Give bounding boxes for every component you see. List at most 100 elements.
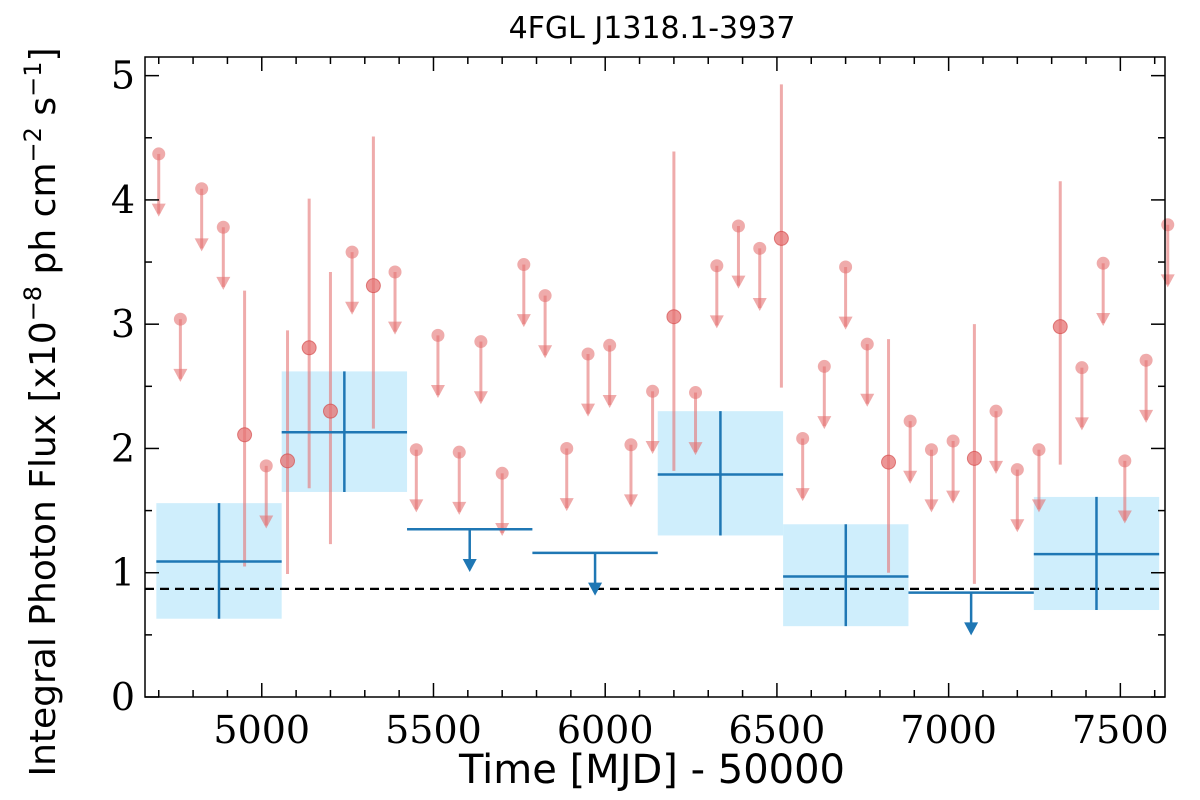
upper-limit-arrow xyxy=(602,394,617,408)
monthly-upper-limit xyxy=(409,443,424,513)
yearly-points xyxy=(156,371,1160,636)
monthly-upper-limit xyxy=(259,459,274,529)
monthly-upper-limit xyxy=(602,338,617,408)
chart-title: 4FGL J1318.1-3937 xyxy=(509,11,796,46)
upper-limit-arrow xyxy=(817,416,832,430)
yearly-upper-limit xyxy=(908,591,1034,636)
monthly-marker xyxy=(966,450,982,466)
monthly-upper-limit xyxy=(345,245,360,315)
yearly-point xyxy=(1033,496,1160,611)
yearly-upper-limit xyxy=(407,527,533,572)
monthly-marker xyxy=(839,260,853,274)
monthly-upper-limit xyxy=(838,260,853,330)
y-tick-label: 5 xyxy=(111,54,135,98)
monthly-upper-limit xyxy=(623,438,638,508)
monthly-marker xyxy=(474,335,488,349)
monthly-upper-limit xyxy=(1139,353,1154,423)
upper-limit-arrow xyxy=(795,488,810,502)
monthly-marker xyxy=(646,384,660,398)
monthly-marker xyxy=(989,404,1003,418)
upper-limit-arrow xyxy=(1117,510,1132,524)
monthly-marker xyxy=(860,337,874,351)
monthly-upper-limit xyxy=(495,466,510,536)
upper-limit-arrow xyxy=(709,315,724,329)
monthly-upper-limit xyxy=(1010,463,1025,533)
monthly-marker xyxy=(903,414,917,428)
monthly-marker xyxy=(581,347,595,361)
monthly-marker xyxy=(237,427,253,443)
monthly-marker xyxy=(1118,454,1132,468)
monthly-upper-limit xyxy=(946,434,961,504)
upper-limit-arrow xyxy=(860,393,875,407)
monthly-marker xyxy=(345,245,359,259)
monthly-upper-limit xyxy=(473,335,488,405)
monthly-marker xyxy=(301,340,317,356)
upper-limit-arrow xyxy=(151,203,166,217)
monthly-upper-limit xyxy=(989,404,1004,474)
upper-limit-arrow xyxy=(1096,312,1111,326)
monthly-marker xyxy=(388,265,402,279)
upper-limit-arrow xyxy=(452,501,467,515)
monthly-marker xyxy=(731,219,745,233)
monthly-upper-limit xyxy=(516,258,531,328)
monthly-marker xyxy=(946,434,960,448)
monthly-marker xyxy=(1010,463,1024,477)
upper-limit-arrow xyxy=(752,298,767,312)
upper-limit-arrow xyxy=(216,276,231,290)
upper-limit-arrow xyxy=(581,403,596,417)
upper-limit-arrow xyxy=(838,316,853,330)
monthly-marker xyxy=(624,438,638,452)
monthly-upper-limit xyxy=(430,328,445,399)
upper-limit-arrow xyxy=(559,498,574,512)
x-tick-label: 5000 xyxy=(213,708,310,752)
monthly-marker xyxy=(689,386,703,400)
x-axis-label: Time [MJD] - 50000 xyxy=(458,747,845,793)
upper-limit-arrow xyxy=(173,368,188,382)
monthly-points xyxy=(151,84,1175,584)
monthly-marker xyxy=(560,441,574,455)
monthly-marker xyxy=(796,432,810,446)
monthly-point xyxy=(966,324,982,584)
monthly-marker xyxy=(924,443,938,457)
monthly-point xyxy=(280,330,296,574)
monthly-upper-limit xyxy=(709,259,724,329)
monthly-point xyxy=(322,271,338,545)
monthly-marker xyxy=(216,220,230,234)
upper-limit-arrow xyxy=(345,301,360,315)
monthly-upper-limit xyxy=(903,414,918,484)
y-tick-label: 3 xyxy=(111,302,135,346)
monthly-upper-limit xyxy=(1117,454,1132,524)
monthly-marker xyxy=(817,359,831,373)
y-tick-label: 2 xyxy=(111,426,135,470)
monthly-upper-limit xyxy=(194,182,209,252)
upper-limit-arrow xyxy=(538,345,553,359)
upper-limit-arrow xyxy=(430,385,445,399)
monthly-upper-limit xyxy=(581,347,596,417)
monthly-marker xyxy=(666,309,682,325)
monthly-upper-limit xyxy=(752,241,767,312)
axis-ticks: 5000 5500 6000 6500 7000 7500 0 1 2 3 4 5 xyxy=(111,54,1169,752)
monthly-upper-limit xyxy=(924,443,939,513)
monthly-marker xyxy=(259,459,273,473)
monthly-upper-limit xyxy=(731,219,746,289)
monthly-marker xyxy=(452,445,466,459)
upper-limit-arrow xyxy=(924,499,939,513)
monthly-upper-limit xyxy=(1074,361,1089,431)
yearly-point xyxy=(657,411,784,536)
yearly-upper-limit xyxy=(532,551,658,596)
monthly-marker xyxy=(173,312,187,326)
monthly-upper-limit xyxy=(216,220,231,290)
monthly-marker xyxy=(195,182,209,196)
x-tick-label: 6500 xyxy=(729,708,826,752)
monthly-marker xyxy=(1075,361,1089,375)
upper-limit-arrow xyxy=(194,238,209,252)
monthly-marker xyxy=(881,454,897,470)
monthly-marker xyxy=(603,338,617,352)
monthly-marker xyxy=(495,466,509,480)
yearly-limit-arrow xyxy=(588,582,603,596)
monthly-marker xyxy=(152,147,166,161)
monthly-marker xyxy=(517,258,531,272)
monthly-marker xyxy=(365,278,381,294)
monthly-point xyxy=(773,84,789,388)
